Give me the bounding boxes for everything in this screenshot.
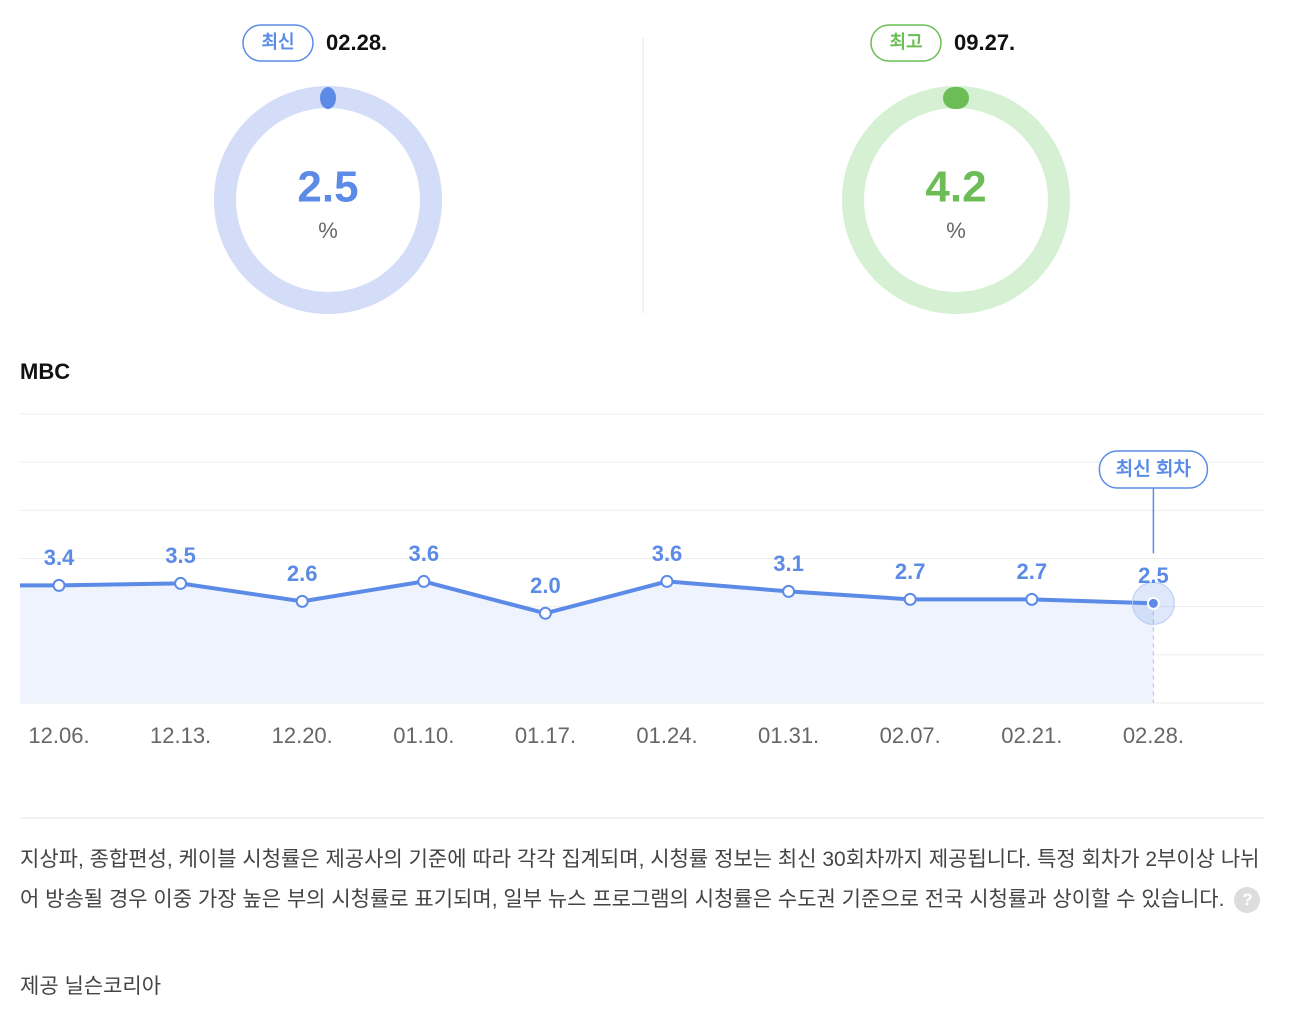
chart-title: MBC <box>20 359 70 384</box>
annotation-box <box>1098 450 1209 489</box>
x-tick-label: 02.07. <box>880 723 941 748</box>
value-label: 2.5 <box>1138 563 1169 588</box>
value-label: 2.7 <box>1017 559 1048 584</box>
gauge-unit: % <box>946 218 966 243</box>
badge-label: 최신 <box>261 32 294 52</box>
x-tick-label: 02.21. <box>1001 723 1062 748</box>
x-tick-label: 01.10. <box>393 723 454 748</box>
source: 제공 닐슨코리아 <box>20 975 162 998</box>
point <box>660 574 674 588</box>
chart: MBC 최신 02.28. 2.5% 최고 09.27. 4.2% 3.4 12.06. 3.5… <box>20 24 1264 819</box>
x-tick-label: 12.13. <box>150 723 211 748</box>
point <box>782 584 796 598</box>
x-tick-label: 02.28. <box>1123 723 1184 748</box>
badge-label: 최고 <box>889 32 922 52</box>
gauge-value: 2.5 <box>297 163 358 212</box>
help-icon[interactable]: ? <box>1234 887 1261 914</box>
x-tick-label: 12.20. <box>272 723 333 748</box>
annotation: 최신 회차 <box>1116 458 1192 480</box>
value-label: 3.4 <box>44 545 75 570</box>
point <box>52 578 66 592</box>
gauge-value: 4.2 <box>925 163 986 212</box>
point <box>538 606 552 620</box>
area <box>20 581 1154 703</box>
value-label: 2.7 <box>895 559 926 584</box>
x-tick-label: 12.06. <box>28 723 89 748</box>
notes: 지상파, 종합편성, 케이블 시청률은 제공사의 기준에 따라 각각 집계되며,… <box>20 840 1265 920</box>
point <box>903 592 917 606</box>
point <box>295 594 309 608</box>
value-label: 3.1 <box>773 551 804 576</box>
gauge-dot <box>320 87 336 109</box>
point <box>174 576 188 590</box>
point <box>417 574 431 588</box>
value-label: 3.6 <box>409 541 440 566</box>
value-label: 3.6 <box>652 541 683 566</box>
notes-text: 지상파, 종합편성, 케이블 시청률은 제공사의 기준에 따라 각각 집계되며,… <box>20 848 1260 911</box>
badge <box>870 24 942 62</box>
badge <box>242 24 314 62</box>
x-tick-label: 01.31. <box>758 723 819 748</box>
value-label: 2.6 <box>287 561 318 586</box>
gauge-dot <box>943 87 969 109</box>
date: 02.28. <box>326 30 387 55</box>
point <box>1146 596 1160 610</box>
gauge-unit: % <box>318 218 338 243</box>
value-label: 3.5 <box>165 543 196 568</box>
date: 09.27. <box>954 30 1015 55</box>
x-tick-label: 01.24. <box>636 723 697 748</box>
point <box>1025 592 1039 606</box>
x-tick-label: 01.17. <box>515 723 576 748</box>
value-label: 2.0 <box>530 573 561 598</box>
